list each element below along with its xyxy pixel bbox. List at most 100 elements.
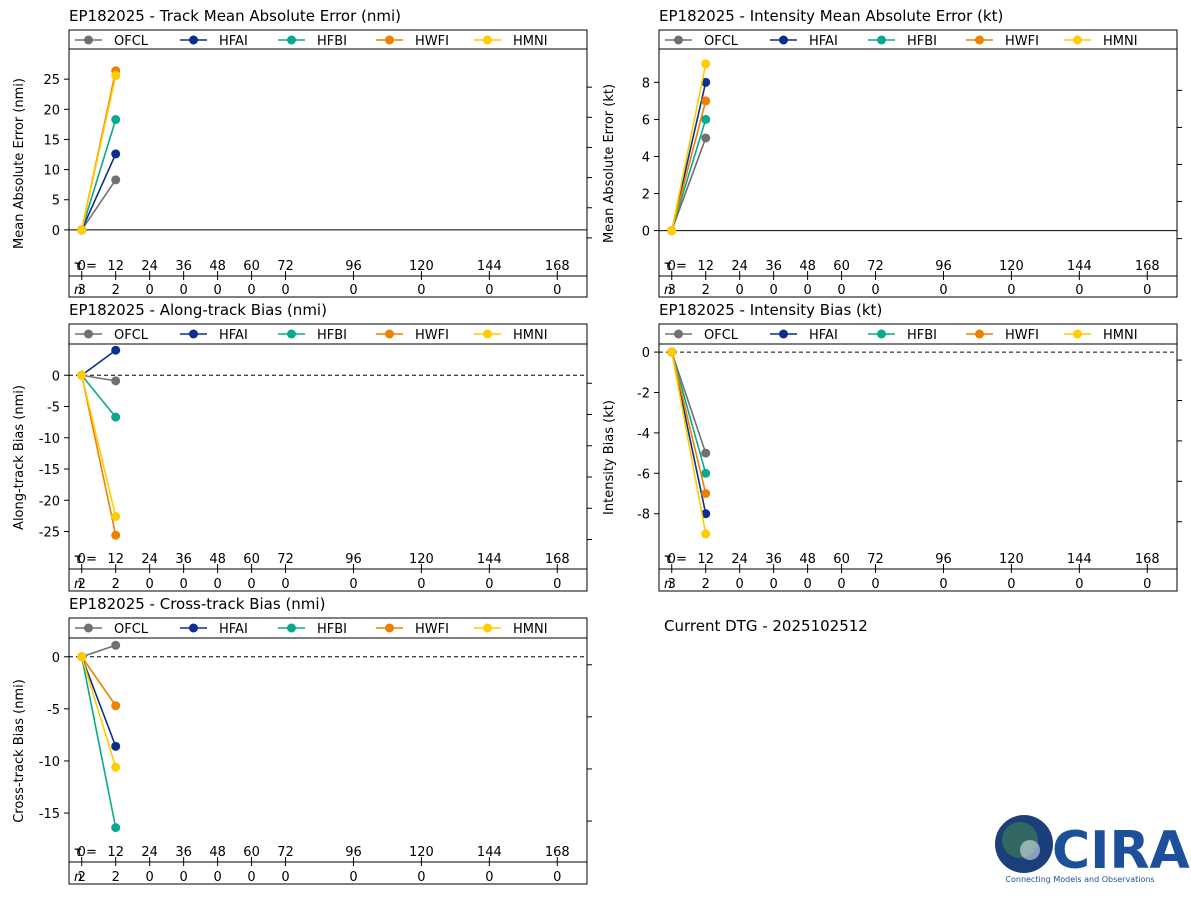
legend-label-hfbi: HFBI — [907, 34, 937, 49]
y-tick-label: 25 — [43, 73, 60, 88]
y-tick-label: -8 — [637, 508, 650, 523]
y-tick-label: -4 — [637, 427, 650, 442]
legend-label-ofcl: OFCL — [704, 328, 739, 343]
tau-tick-label: 12 — [697, 259, 714, 274]
series-line-hfbi — [80, 656, 117, 828]
tau-tick-label: 12 — [697, 552, 714, 567]
n-count: 0 — [146, 870, 154, 885]
y-tick-label: 20 — [43, 103, 60, 118]
chart-intensity-bias: EP182025 - Intensity Bias (kt) OFCL HFAI HF… — [602, 301, 1182, 592]
n-count: 0 — [146, 577, 154, 592]
series-line-hmni — [80, 75, 117, 231]
tau-tick-label: 24 — [141, 552, 158, 567]
n-count: 0 — [485, 283, 493, 298]
n-label: n — [74, 870, 82, 885]
data-point-hfai — [701, 77, 711, 87]
tau-tick-label: 60 — [243, 845, 260, 860]
n-label: n — [74, 577, 82, 592]
data-point-hwfi — [701, 488, 711, 498]
tau-tick-label: 60 — [833, 259, 850, 274]
legend-label-hmni: HMNI — [513, 622, 548, 637]
series-line-hwfi — [670, 351, 707, 494]
y-tick-label: 8 — [642, 76, 650, 91]
legend-label-hfai: HFAI — [219, 622, 248, 637]
axes-frame — [68, 617, 588, 885]
tau-tick-label: 0 — [78, 552, 86, 567]
data-point-hmni — [111, 512, 121, 521]
n-count: 0 — [871, 577, 879, 592]
legend-marker-hmni — [1073, 329, 1082, 339]
y-tick-label: 0 — [52, 651, 60, 666]
data-point-ofcl — [111, 376, 121, 386]
y-tick-label: 4 — [642, 150, 650, 165]
legend-label-hfbi: HFBI — [317, 328, 347, 343]
tau-tick-label: 12 — [107, 259, 124, 274]
data-point-ofcl — [701, 133, 711, 143]
y-tick-label: 15 — [43, 133, 60, 148]
tau-tick-label: 36 — [765, 259, 782, 274]
series-line-ofcl — [81, 179, 117, 231]
y-axis-label: Cross-track Bias (nmi) — [12, 679, 27, 823]
tau-tick-label: 0 — [668, 259, 676, 274]
chart-panels: EP182025 - Track Mean Absolute Error (nm… — [12, 7, 1182, 885]
n-count: 3 — [668, 283, 676, 298]
data-point-hfai — [701, 509, 711, 519]
n-count: 0 — [417, 283, 425, 298]
tau-tick-label: 120 — [409, 552, 434, 567]
chart-cross-track-bias: EP182025 - Cross-track Bias (nmi) OFCL HFA… — [12, 595, 592, 885]
y-tick-label: 2 — [642, 188, 650, 203]
n-count: 0 — [736, 577, 744, 592]
n-count: 0 — [736, 283, 744, 298]
legend-marker-hfbi — [287, 329, 296, 339]
n-count: 0 — [247, 283, 255, 298]
n-count: 0 — [553, 577, 561, 592]
y-tick-label: -10 — [39, 432, 60, 447]
tau-tick-label: 144 — [477, 552, 502, 567]
legend-marker-hfai — [779, 35, 788, 45]
tau-tick-label: 36 — [175, 845, 192, 860]
n-count: 0 — [939, 283, 947, 298]
tau-tick-label: 24 — [731, 259, 748, 274]
tau-tick-label: 168 — [1135, 552, 1160, 567]
chart-title: EP182025 - Intensity Bias (kt) — [659, 301, 882, 319]
data-point-hfbi — [701, 468, 711, 478]
n-count: 0 — [837, 283, 845, 298]
data-point-hfai — [111, 149, 121, 159]
y-tick-label: 0 — [52, 369, 60, 384]
n-count: 0 — [803, 283, 811, 298]
tau-tick-label: 168 — [545, 259, 570, 274]
y-tick-label: 0 — [642, 346, 650, 361]
cira-logo: CIRA Connecting Models and Observations — [995, 815, 1190, 884]
n-count: 0 — [485, 577, 493, 592]
axes-frame — [658, 29, 1178, 298]
data-point-hmni — [77, 652, 87, 662]
legend-marker-hfai — [189, 35, 198, 45]
tau-tick-label: 60 — [243, 259, 260, 274]
chart-along-track-bias: EP182025 - Along-track Bias (nmi) OFCL HFA… — [12, 301, 592, 592]
n-count: 2 — [78, 577, 86, 592]
n-count: 2 — [112, 577, 120, 592]
y-axis-label: Intensity Bias (kt) — [602, 400, 617, 515]
tau-tick-label: 0 — [78, 845, 86, 860]
data-point-ofcl — [111, 175, 121, 185]
tau-tick-label: 60 — [243, 552, 260, 567]
chart-track-mae: EP182025 - Track Mean Absolute Error (nm… — [12, 7, 592, 298]
tau-tick-label: 96 — [935, 259, 952, 274]
tau-tick-label: 0 — [78, 259, 86, 274]
tau-tick-label: 168 — [545, 845, 570, 860]
legend-marker-hfai — [189, 329, 198, 339]
legend-label-hwfi: HWFI — [415, 328, 449, 343]
tau-tick-label: 120 — [999, 259, 1024, 274]
y-axis-label: Along-track Bias (nmi) — [12, 385, 27, 530]
data-point-hmni — [667, 347, 677, 357]
n-count: 0 — [1007, 283, 1015, 298]
n-count: 0 — [803, 577, 811, 592]
series-line-ofcl — [81, 374, 116, 382]
legend-marker-hwfi — [385, 329, 394, 339]
series-line-hmni — [80, 656, 117, 768]
n-count: 2 — [78, 870, 86, 885]
y-tick-label: 0 — [642, 225, 650, 240]
data-point-hmni — [111, 71, 121, 81]
legend-label-ofcl: OFCL — [114, 328, 149, 343]
n-count: 0 — [939, 577, 947, 592]
